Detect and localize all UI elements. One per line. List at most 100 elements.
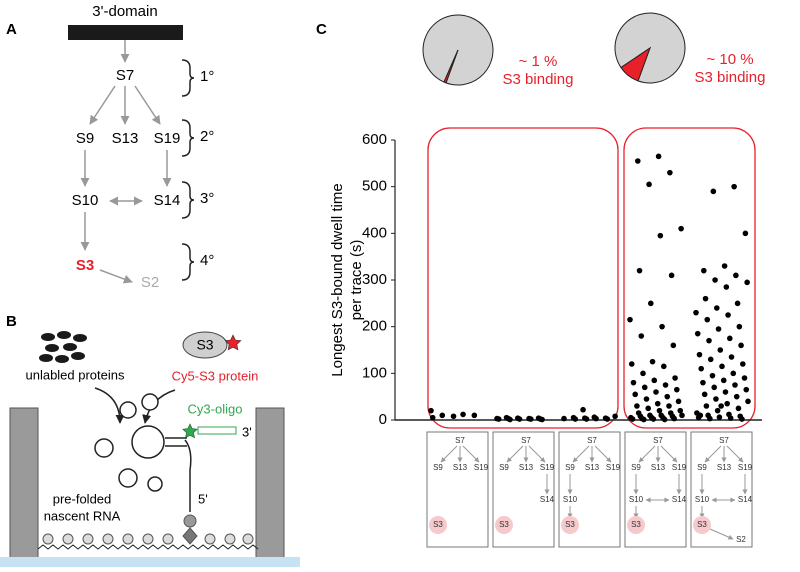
data-point — [706, 337, 712, 344]
data-point — [700, 379, 706, 386]
level: 2° — [200, 128, 214, 145]
arrow — [99, 269, 133, 284]
data-point — [648, 300, 654, 307]
data-point — [645, 405, 651, 412]
data-point — [629, 416, 636, 422]
wall — [255, 407, 285, 559]
mini-node: S10 — [629, 495, 644, 504]
data-point — [507, 416, 513, 423]
data-point — [664, 393, 671, 400]
data-point — [712, 277, 718, 283]
anchors — [42, 533, 254, 545]
arrow — [94, 387, 125, 424]
mini-node: S3 — [565, 520, 575, 529]
node: S7 — [116, 67, 134, 84]
label: 5' — [198, 491, 208, 506]
data-point — [717, 347, 724, 353]
data-point — [731, 183, 737, 190]
mini-node: S7 — [521, 436, 531, 445]
mini-node: S19 — [474, 463, 489, 472]
mini-node: S13 — [717, 463, 732, 472]
data-point — [640, 370, 646, 377]
data-point — [723, 284, 730, 290]
pie-slice — [422, 14, 494, 86]
mini-node: S3 — [631, 520, 641, 529]
data-point — [662, 382, 669, 388]
mini-arrow — [572, 445, 590, 463]
data-point — [675, 398, 682, 405]
arrow — [89, 85, 116, 125]
data-point — [678, 225, 684, 232]
node: S19 — [154, 130, 181, 147]
data-point — [661, 416, 668, 423]
label: unlabled proteins — [25, 367, 125, 382]
data-point — [670, 342, 677, 349]
data-point — [738, 342, 744, 349]
data-point — [641, 384, 648, 391]
data-point — [720, 377, 727, 384]
data-point — [634, 403, 640, 409]
y-tick-label: 600 — [362, 131, 387, 148]
data-point — [632, 391, 638, 398]
data-point — [730, 370, 737, 377]
mini-node: S13 — [585, 463, 600, 472]
s3-protein — [182, 331, 228, 359]
data-point — [627, 316, 633, 323]
data-point — [630, 379, 637, 386]
data-point — [696, 351, 703, 358]
mini-node: S14 — [540, 495, 555, 504]
mini-arrow — [709, 528, 734, 540]
mini-highlight — [627, 516, 645, 534]
label: S3 — [196, 337, 213, 353]
label: pre-folded — [53, 491, 112, 506]
value-label: ~ 10 % — [706, 51, 753, 68]
data-point — [580, 406, 586, 413]
mini-node: S19 — [738, 463, 753, 472]
data-point — [636, 267, 643, 274]
label: 3' — [242, 424, 252, 439]
data-point — [635, 158, 641, 164]
y-tick-label: 0 — [379, 411, 387, 428]
mini-arrow — [660, 445, 678, 463]
data-point — [593, 415, 599, 422]
y-axis-label: Longest S3-bound dwell time — [329, 183, 346, 376]
mini-node: S3 — [433, 520, 443, 529]
data-point — [653, 389, 659, 395]
mini-node: S9 — [565, 463, 575, 472]
data-point — [439, 412, 446, 419]
data-point — [460, 411, 466, 418]
level: 4° — [200, 252, 214, 269]
data-point — [666, 403, 672, 409]
mini-highlight — [495, 516, 513, 534]
mini-node: S7 — [587, 436, 597, 445]
data-point — [744, 279, 750, 286]
domain-bar — [68, 25, 183, 40]
mini-highlight — [429, 516, 447, 534]
mini-node: S10 — [695, 495, 710, 504]
mini-highlight — [561, 516, 579, 534]
data-point — [701, 267, 707, 274]
data-point — [667, 169, 673, 176]
node: S13 — [112, 130, 139, 147]
mini-box — [690, 431, 753, 548]
mini-arrow — [440, 445, 458, 463]
mini-arrow — [704, 445, 722, 463]
data-point — [429, 414, 436, 421]
data-point — [672, 375, 678, 381]
node: S3 — [76, 257, 94, 274]
y-tick-label: 100 — [362, 364, 387, 381]
data-point — [649, 358, 656, 365]
mini-arrow — [462, 445, 480, 463]
bracket — [181, 181, 195, 219]
mini-node: S13 — [519, 463, 534, 472]
data-point — [728, 354, 735, 360]
mini-arrow — [594, 445, 612, 463]
mini-node: S10 — [563, 495, 578, 504]
data-point — [716, 414, 723, 421]
data-point — [671, 415, 677, 422]
mini-node: S19 — [540, 463, 555, 472]
data-point — [718, 403, 724, 409]
data-point — [722, 389, 729, 395]
data-point — [734, 300, 741, 307]
data-point — [713, 396, 719, 402]
